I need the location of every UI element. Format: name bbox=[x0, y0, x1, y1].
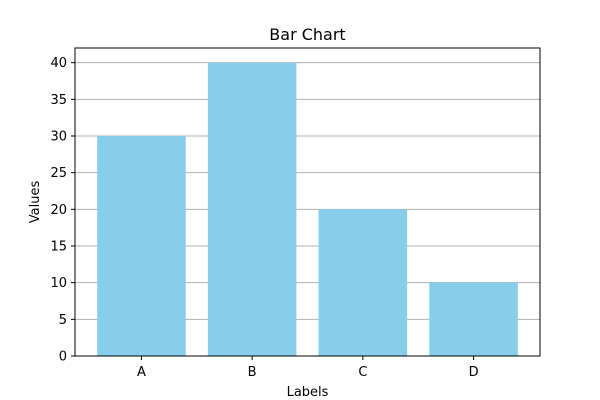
y-tick-label: 20 bbox=[50, 203, 67, 218]
x-tick-label: C bbox=[358, 365, 367, 380]
bar-a bbox=[97, 136, 186, 356]
x-axis-ticks: A B C D bbox=[137, 356, 479, 380]
y-axis-ticks: 0 5 10 15 20 25 30 35 40 bbox=[50, 56, 75, 365]
chart-title: Bar Chart bbox=[269, 25, 345, 44]
bar-c bbox=[318, 209, 408, 356]
y-tick-label: 40 bbox=[50, 56, 67, 71]
bar-b bbox=[207, 62, 297, 357]
y-tick-label: 10 bbox=[50, 276, 67, 291]
bars bbox=[97, 62, 518, 357]
y-tick-label: 30 bbox=[50, 130, 67, 145]
y-tick-label: 35 bbox=[50, 93, 67, 108]
y-tick-label: 5 bbox=[59, 313, 67, 328]
y-tick-label: 15 bbox=[50, 240, 67, 255]
y-tick-label: 0 bbox=[59, 350, 67, 365]
y-tick-label: 25 bbox=[50, 166, 67, 181]
x-tick-label: A bbox=[137, 365, 146, 380]
y-axis-label: Values bbox=[28, 181, 43, 224]
plot-frame bbox=[74, 47, 541, 357]
bar-d bbox=[429, 282, 518, 356]
x-tick-label: B bbox=[248, 365, 257, 380]
x-tick-label: D bbox=[469, 365, 479, 380]
x-axis-label: Labels bbox=[287, 385, 329, 400]
